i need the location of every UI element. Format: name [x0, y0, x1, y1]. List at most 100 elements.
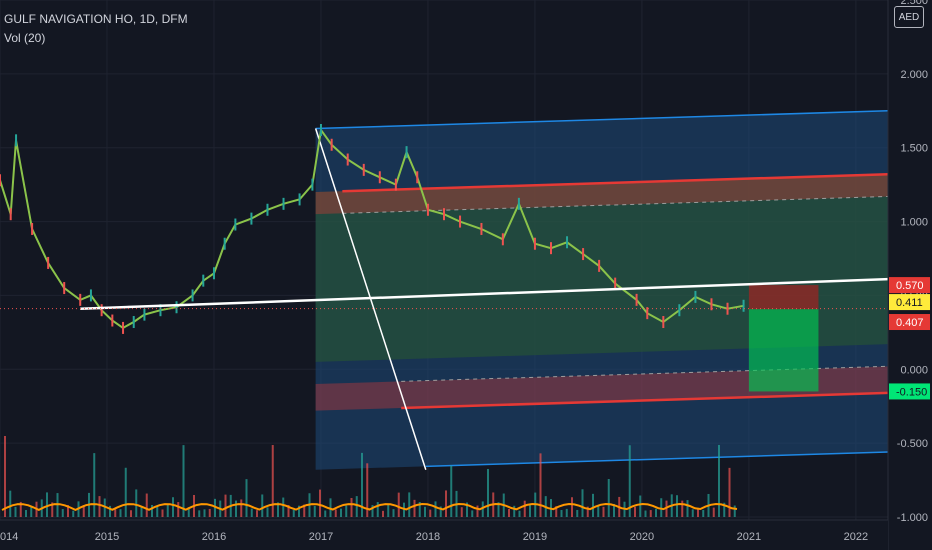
- volume-bar: [177, 502, 180, 517]
- volume-bar: [487, 468, 489, 517]
- volume-bar: [14, 506, 17, 517]
- volume-bar: [324, 510, 327, 517]
- volume-bar: [124, 467, 127, 517]
- volume-bar: [418, 501, 421, 517]
- volume-bar: [266, 507, 269, 517]
- volume-bar: [686, 500, 689, 517]
- x-tick-label: 2019: [523, 531, 547, 543]
- chart-legend: GULF NAVIGATION HO, 1D, DFM Vol (20): [4, 10, 188, 48]
- volume-bar: [728, 467, 731, 517]
- volume-bar: [408, 492, 411, 517]
- volume-bar: [392, 509, 395, 517]
- volume-bar: [19, 501, 22, 517]
- volume-bar: [592, 493, 594, 517]
- volume-bar: [644, 510, 647, 517]
- volume-bar: [119, 509, 122, 517]
- volume-bar: [224, 494, 227, 517]
- volume-bar: [51, 502, 54, 517]
- x-tick-label: 2022: [844, 531, 868, 543]
- target-price-tag-bg: [889, 277, 930, 294]
- volume-bar: [287, 505, 290, 517]
- volume-bar: [319, 489, 321, 517]
- stop-price-tag-bg: [889, 383, 930, 400]
- volume-bar: [214, 498, 216, 517]
- volume-bar: [576, 509, 579, 517]
- volume-bar: [439, 506, 442, 517]
- volume-bar: [166, 504, 169, 517]
- volume-bar: [702, 509, 705, 517]
- volume-bar: [397, 492, 400, 517]
- volume-bar: [613, 503, 615, 517]
- symbol-title[interactable]: GULF NAVIGATION HO, 1D, DFM: [4, 12, 188, 26]
- y-tick-label: 1.500: [900, 143, 928, 155]
- volume-bar: [371, 505, 374, 517]
- volume-bar: [4, 436, 6, 517]
- volume-bar: [681, 500, 684, 517]
- volume-bar: [497, 502, 500, 517]
- volume-bar: [508, 508, 510, 517]
- volume-bar: [565, 508, 568, 517]
- volume-bar: [67, 505, 69, 517]
- volume-bar: [450, 465, 453, 517]
- y-tick-label: -0.500: [897, 438, 928, 450]
- volume-bar: [434, 501, 437, 517]
- volume-bar: [350, 497, 353, 517]
- volume-bar: [361, 452, 363, 517]
- y-tick-label: 1.000: [900, 217, 928, 229]
- volume-bar: [261, 494, 264, 517]
- x-tick-label: 2021: [737, 531, 761, 543]
- entry-price-tag: 0.407: [896, 317, 924, 329]
- support-trend-line: [80, 277, 889, 310]
- volume-bar: [250, 508, 253, 517]
- volume-bar: [98, 496, 101, 517]
- volume-bar: [72, 510, 75, 517]
- volume-bar: [607, 478, 610, 517]
- volume-bar: [476, 505, 479, 517]
- volume-bar: [387, 504, 390, 517]
- channel-bottom-line: [425, 451, 889, 468]
- volume-bar: [581, 489, 584, 517]
- volume-bar: [382, 510, 384, 517]
- volume-bar: [151, 505, 153, 517]
- channel-lower-red-line: [401, 391, 889, 410]
- x-tick-label: 2015: [95, 531, 119, 543]
- volume-bar: [513, 505, 516, 517]
- volume-bar: [82, 505, 85, 517]
- volume-bar: [235, 500, 237, 517]
- volume-bar: [245, 479, 248, 517]
- volume-bar: [198, 510, 201, 517]
- volume-bar: [25, 510, 27, 517]
- volume-bar: [303, 504, 306, 517]
- target-price-tag: 0.570: [896, 280, 924, 292]
- volume-bar: [292, 509, 295, 517]
- x-tick-label: 2020: [630, 531, 654, 543]
- volume-bar: [109, 505, 111, 517]
- volume-bar: [429, 509, 432, 517]
- volume-bar: [172, 497, 174, 517]
- volume-bar: [691, 509, 694, 517]
- volume-bar: [413, 499, 416, 517]
- volume-bar: [597, 505, 600, 517]
- currency-badge: AED: [894, 6, 924, 28]
- volume-bar: [460, 507, 463, 517]
- x-tick-label: 2017: [309, 531, 333, 543]
- volume-bar: [649, 510, 652, 517]
- volume-bar: [329, 498, 332, 517]
- volume-bar: [130, 510, 132, 517]
- volume-bar: [46, 492, 48, 517]
- volume-bar: [61, 509, 64, 517]
- volume-indicator-label[interactable]: Vol (20): [4, 31, 46, 45]
- volume-bar: [277, 502, 279, 517]
- volume-bar: [161, 509, 164, 517]
- volume-bar: [298, 505, 300, 517]
- volume-bar: [555, 506, 558, 517]
- volume-bar: [376, 502, 379, 517]
- volume-bar: [697, 507, 699, 517]
- time-axis-panel: [0, 520, 888, 550]
- volume-bar: [403, 502, 405, 517]
- volume-bar: [345, 505, 348, 517]
- volume-bar: [334, 509, 337, 517]
- volume-bar: [733, 505, 736, 517]
